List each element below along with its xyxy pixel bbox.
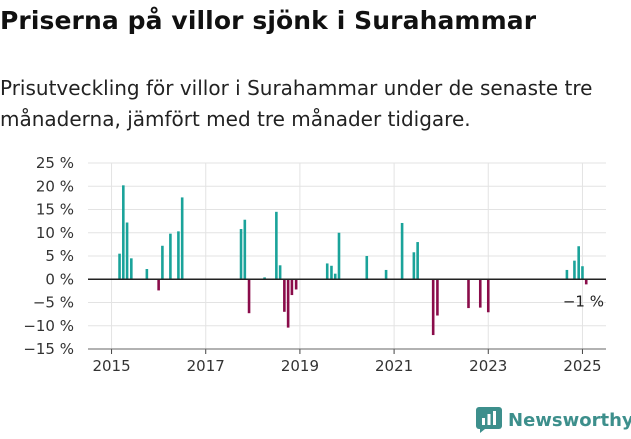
- bar: [145, 269, 149, 280]
- y-tick-label: −15 %: [23, 340, 74, 358]
- last-value-label: −1 %: [563, 292, 604, 310]
- bar: [243, 219, 247, 280]
- bar: [330, 265, 333, 280]
- bar: [436, 279, 439, 316]
- bar: [384, 269, 388, 280]
- bar: [125, 222, 129, 280]
- bar-chart: 25 % 20 % 15 % 10 % 5 % 0 % −5 % −10 % −15 % 2015…: [23, 154, 606, 375]
- bar: [584, 279, 588, 285]
- y-tick-label: 5 %: [45, 247, 74, 265]
- tick-labels: 25 % 20 % 15 % 10 % 5 % 0 % −5 % −10 % −15 % 2015…: [23, 154, 604, 375]
- chart-subtitle: Prisutveckling för villor i Surahammar u…: [0, 76, 593, 131]
- bar: [122, 185, 125, 280]
- bar: [412, 252, 416, 280]
- bar: [478, 279, 482, 308]
- brand-name: Newsworthy: [508, 409, 631, 431]
- y-tick-label: 10 %: [36, 224, 74, 242]
- bars: [118, 185, 588, 336]
- bar: [573, 260, 576, 280]
- x-tick-label: 2019: [281, 357, 319, 375]
- bar: [400, 222, 404, 280]
- axes: [88, 278, 606, 354]
- y-tick-label: 15 %: [36, 201, 74, 219]
- bar: [275, 211, 278, 280]
- bar: [290, 279, 294, 296]
- bar: [294, 279, 298, 290]
- bar: [486, 279, 490, 313]
- bar: [118, 253, 121, 280]
- bar: [278, 265, 282, 280]
- bar: [581, 266, 584, 280]
- y-tick-label: 0 %: [45, 270, 74, 288]
- y-tick-label: 25 %: [36, 154, 74, 172]
- x-tick-label: 2025: [563, 357, 601, 375]
- x-tick-label: 2017: [187, 357, 225, 375]
- bar: [416, 242, 419, 280]
- bar: [157, 279, 160, 291]
- x-tick-label: 2015: [92, 357, 130, 375]
- x-tick-label: 2021: [375, 357, 413, 375]
- brand: Newsworthy: [476, 407, 631, 433]
- x-tick-label: 2023: [469, 357, 507, 375]
- bar: [177, 231, 180, 280]
- bar: [577, 246, 580, 280]
- chart-title: Priserna på villor sjönk i Surahammar: [0, 6, 537, 35]
- bar: [337, 232, 341, 280]
- bar: [180, 197, 184, 280]
- y-tick-label: 20 %: [36, 177, 74, 195]
- bar: [365, 256, 369, 280]
- bar: [161, 245, 164, 280]
- bar: [283, 279, 286, 312]
- bar: [263, 277, 266, 280]
- y-tick-label: −10 %: [23, 317, 74, 335]
- bar: [325, 263, 329, 280]
- bar: [467, 279, 470, 309]
- bar: [333, 273, 337, 280]
- y-tick-label: −5 %: [33, 294, 74, 312]
- bar: [130, 258, 133, 280]
- bar: [239, 229, 243, 280]
- bar: [247, 279, 251, 314]
- bar: [169, 233, 172, 280]
- bar: [431, 279, 435, 336]
- newsworthy-logo-icon: [476, 407, 502, 433]
- bar: [565, 269, 569, 280]
- bar: [286, 279, 290, 328]
- grid-lines: [88, 162, 606, 350]
